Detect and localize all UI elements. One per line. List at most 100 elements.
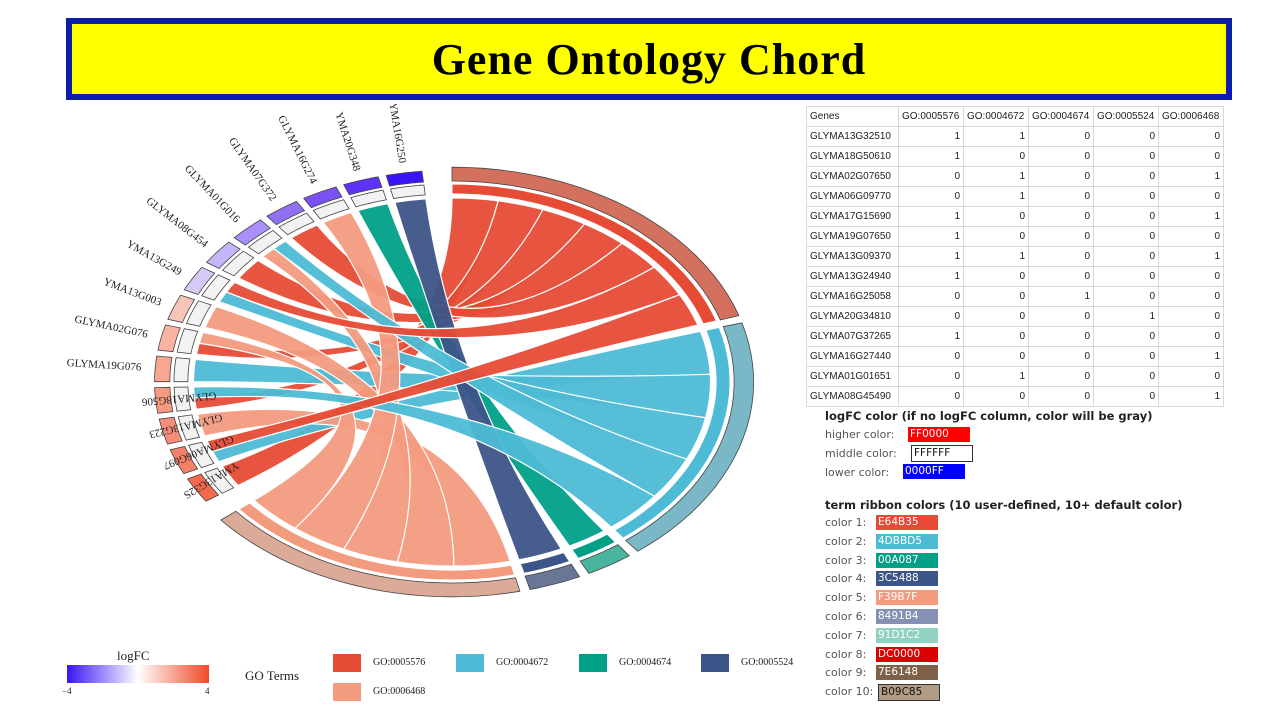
ribbon-color-label: color 8: <box>825 647 867 661</box>
gene-label: YMA13G003 <box>102 276 164 309</box>
gene-cell: GLYMA17G15690 <box>806 206 899 227</box>
gene-outer-arc <box>167 294 196 323</box>
higher-color-input[interactable]: FF0000 <box>908 427 970 442</box>
value-cell: 0 <box>898 366 964 387</box>
value-cell: 0 <box>1093 266 1159 287</box>
value-cell: 0 <box>1093 146 1159 167</box>
value-cell: 0 <box>963 266 1029 287</box>
ribbon-color-input[interactable]: E64B35 <box>876 515 938 530</box>
gene-label: GLYMA08G454 <box>144 195 211 251</box>
term-outer-arc <box>524 563 581 590</box>
gene-label: GLYMA07G372 <box>226 135 279 203</box>
gene-outer-arc <box>154 355 173 383</box>
gene-cell: GLYMA07G37265 <box>806 326 899 347</box>
value-cell: 0 <box>963 146 1029 167</box>
chord-ribbon <box>192 386 656 528</box>
term-inner-arc <box>613 326 731 539</box>
ribbon-color-label: color 6: <box>825 610 867 623</box>
table-row: GLYMA13G32510 1 1 0 0 0 <box>806 126 1224 147</box>
table-row: GLYMA06G09770 0 1 0 0 0 <box>806 186 1224 207</box>
gene-outer-arc <box>169 445 199 475</box>
gene-cell: GLYMA18G50610 <box>806 146 899 167</box>
gene-inner-arc <box>176 328 199 355</box>
lower-color-input[interactable]: 0000FF <box>903 464 965 479</box>
value-cell: 0 <box>1093 206 1159 227</box>
page-title: Gene Ontology Chord <box>431 34 867 84</box>
term-inner-arc <box>238 502 516 581</box>
value-cell: 0 <box>1028 366 1094 387</box>
ribbon-color-label: color 7: <box>825 628 867 642</box>
value-cell: 0 <box>1093 386 1159 407</box>
gene-cell: GLYMA16G27440 <box>806 346 899 367</box>
gene-cell: GLYMA20G34810 <box>806 306 899 327</box>
term-inner-arc <box>519 551 571 574</box>
value-cell: 0 <box>1028 306 1094 327</box>
chord-ribbon <box>272 240 688 498</box>
chord-ribbon <box>293 211 401 550</box>
gene-outer-arc <box>343 176 383 196</box>
table-row: GLYMA18G50610 1 0 0 0 0 <box>806 146 1224 167</box>
gene-inner-arc <box>278 212 315 236</box>
ribbon-color-input[interactable]: F39B7F <box>876 590 938 606</box>
value-cell: 1 <box>1158 166 1224 187</box>
gene-cell: GLYMA16G25058 <box>806 286 899 307</box>
title-banner: Gene Ontology Chord <box>66 18 1232 100</box>
go-legend-swatch <box>701 654 729 672</box>
table-row: GLYMA07G37265 1 0 0 0 0 <box>806 326 1224 347</box>
gene-inner-arc <box>185 300 212 327</box>
value-cell: 0 <box>1028 326 1094 347</box>
value-cell: 0 <box>1158 146 1224 167</box>
value-cell: 1 <box>1158 246 1224 267</box>
value-cell: 0 <box>1158 306 1224 327</box>
table-row: GLYMA19G07650 1 0 0 0 0 <box>806 226 1224 247</box>
value-cell: 0 <box>1093 346 1159 367</box>
ribbon-color-input[interactable]: 00A087 <box>876 552 938 568</box>
gene-cell: GLYMA06G09770 <box>806 186 899 207</box>
go-legend-label: GO:0004672 <box>496 657 549 668</box>
gene-cell: GLYMA02G07650 <box>806 166 899 187</box>
column-header-go: GO:0005576 <box>898 106 964 127</box>
table-header-row: Genes GO:0005576 GO:0004672 GO:0004674 GO:00… <box>806 106 1224 127</box>
value-cell: 1 <box>963 186 1029 207</box>
term-outer-arc <box>579 544 630 574</box>
value-cell: 0 <box>1028 146 1094 167</box>
lower-color-label: lower color: <box>825 466 890 479</box>
column-header-go: GO:0004674 <box>1028 106 1094 127</box>
gene-inner-arc <box>389 184 426 200</box>
value-cell: 1 <box>963 126 1029 147</box>
go-legend-swatch <box>333 654 361 672</box>
go-legend-label: GO:0005524 <box>741 657 794 668</box>
value-cell: 0 <box>1028 346 1094 367</box>
value-cell: 0 <box>1093 186 1159 207</box>
middle-color-input[interactable]: FFFFFF <box>911 445 973 462</box>
table-row: GLYMA01G01651 0 1 0 0 0 <box>806 366 1224 387</box>
value-cell: 0 <box>1093 246 1159 267</box>
gene-cell: GLYMA13G09370 <box>806 246 899 267</box>
value-cell: 1 <box>898 266 964 287</box>
value-cell: 1 <box>898 246 964 267</box>
gene-label: GLYMA19G076 <box>66 357 142 374</box>
gene-outer-arc <box>183 266 216 295</box>
table-row: GLYMA08G45490 0 0 0 0 1 <box>806 386 1224 407</box>
ribbon-color-input[interactable]: 8491B4 <box>876 609 938 624</box>
gene-inner-arc <box>221 250 255 277</box>
table-row: GLYMA17G15690 1 0 0 0 1 <box>806 206 1224 227</box>
ribbon-color-input[interactable]: 7E6148 <box>876 665 938 681</box>
value-cell: 0 <box>963 226 1029 247</box>
logfc-max-label: 4 <box>205 686 210 696</box>
ribbon-color-input[interactable]: 3C5488 <box>876 571 938 587</box>
gene-inner-arc <box>177 414 201 441</box>
ribbon-color-input[interactable]: 4DBBD5 <box>876 533 938 549</box>
ribbon-color-input[interactable]: B09C85 <box>878 684 940 702</box>
value-cell: 0 <box>1028 186 1094 207</box>
value-cell: 0 <box>1158 186 1224 207</box>
gene-label: GLYMA01G016 <box>182 163 243 226</box>
ribbon-color-label: color 4: <box>825 572 867 586</box>
logfc-color-title: logFC color (if no logFC column, color w… <box>825 409 1153 423</box>
ribbon-color-label: color 9: <box>825 666 867 680</box>
ribbon-color-input[interactable]: DC0000 <box>876 646 938 662</box>
gene-cell: GLYMA13G24940 <box>806 266 899 287</box>
gene-label: YMA20G348 <box>333 111 363 173</box>
value-cell: 0 <box>1158 226 1224 247</box>
ribbon-color-input[interactable]: 91D1C2 <box>876 627 938 643</box>
